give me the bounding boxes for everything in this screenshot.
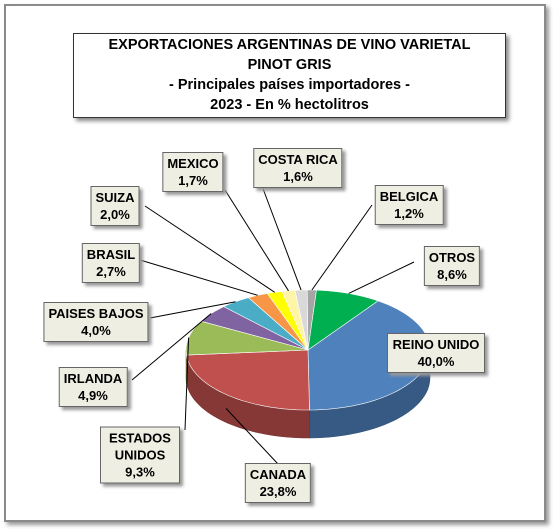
title-line: EXPORTACIONES ARGENTINAS DE VINO VARIETA… <box>108 37 471 53</box>
value-label: 40,0% <box>417 354 455 369</box>
pie-slice <box>307 289 379 351</box>
leader-line <box>224 189 289 292</box>
value-label: 8,6% <box>437 267 467 282</box>
value-label: 2,7% <box>96 264 126 279</box>
leader-line <box>261 185 302 291</box>
data-label: OTROS 8,6% <box>423 246 481 286</box>
title-line: 2023 - En % hectolitros <box>210 97 369 113</box>
category-label: BRASIL <box>86 247 136 262</box>
value-label: 1,7% <box>178 173 208 188</box>
value-label: 4,0% <box>81 323 111 338</box>
data-label: PAISES BAJOS 4,0% <box>43 302 149 342</box>
leader-line <box>139 259 258 296</box>
leader-line <box>149 301 236 319</box>
title-line: - Principales países importadores - <box>169 77 410 93</box>
category-label: MEXICO <box>167 156 219 171</box>
title-line: PINOT GRIS <box>247 57 332 73</box>
leader-line <box>131 313 212 381</box>
value-label: 1,2% <box>394 206 424 221</box>
category-label: OTROS <box>428 250 476 265</box>
category-label: SUIZA <box>95 190 135 205</box>
data-label: BRASIL 2,7% <box>81 243 141 283</box>
leader-line <box>184 337 190 431</box>
category-label: PAISES BAJOS <box>48 306 144 321</box>
category-label: REINO UNIDO <box>392 337 480 352</box>
data-label: IRLANDA 4,9% <box>58 367 128 407</box>
data-label: COSTA RICA 1,6% <box>253 148 343 188</box>
data-label: BELGICA 1,2% <box>374 185 444 225</box>
leader-line <box>311 204 373 291</box>
value-label: 4,9% <box>78 388 108 403</box>
data-label: REINO UNIDO 40,0% <box>387 333 485 373</box>
leader-line <box>144 205 275 293</box>
leader-line <box>225 408 279 465</box>
data-label: MEXICO 1,7% <box>162 152 224 192</box>
data-label: SUIZA 2,0% <box>90 186 140 226</box>
value-label: 9,3% <box>125 464 155 480</box>
chart-title: EXPORTACIONES ARGENTINAS DE VINO VARIETA… <box>73 33 506 118</box>
category-label: IRLANDA <box>63 371 123 386</box>
data-label: ESTADOS UNIDOS 9,3% <box>100 426 180 484</box>
data-label: CANADA 23,8% <box>244 463 312 503</box>
value-label: 1,6% <box>283 169 313 184</box>
category-label: CANADA <box>249 467 307 482</box>
value-label: 23,8% <box>259 484 297 499</box>
category-label: BELGICA <box>379 189 439 204</box>
value-label: 2,0% <box>100 207 130 222</box>
category-label: ESTADOS UNIDOS <box>109 430 171 463</box>
leader-line <box>348 261 415 294</box>
category-label: COSTA RICA <box>258 152 338 167</box>
pie-slice <box>186 349 310 411</box>
